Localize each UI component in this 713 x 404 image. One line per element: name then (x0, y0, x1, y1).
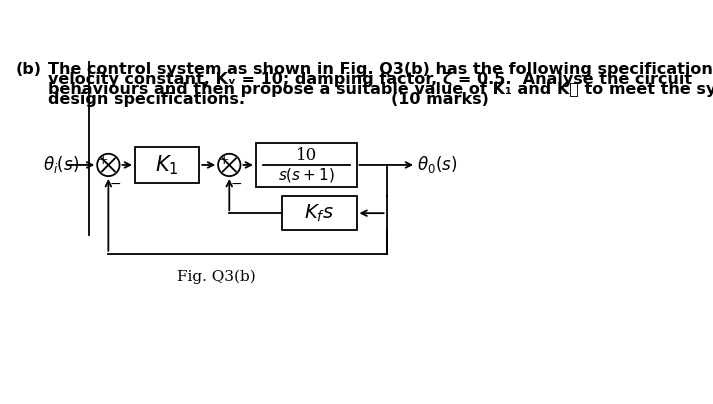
Bar (135, 147, 199, 183)
Text: −: − (110, 177, 121, 191)
Text: behaviours and then propose a suitable value of K₁ and K⁦ to meet the system: behaviours and then propose a suitable v… (48, 82, 713, 97)
Text: $K_1$: $K_1$ (155, 153, 179, 177)
Text: −: − (231, 177, 242, 191)
Text: (10 marks): (10 marks) (391, 92, 489, 107)
Bar (282, 196, 356, 230)
Text: $s(s + 1)$: $s(s + 1)$ (278, 166, 334, 184)
Text: velocity constant, Kᵥ = 10; damping factor, ζ = 0.5.  Analyse the circuit: velocity constant, Kᵥ = 10; damping fact… (48, 72, 692, 87)
Text: $\theta_i(s)$: $\theta_i(s)$ (43, 154, 79, 175)
Text: 10: 10 (296, 147, 317, 164)
Text: +: + (98, 154, 108, 168)
Bar (256, 143, 356, 187)
Text: Fig. Q3(b): Fig. Q3(b) (178, 269, 256, 284)
Text: +: + (219, 154, 230, 168)
Text: (b): (b) (16, 62, 41, 77)
Text: $\theta_0(s)$: $\theta_0(s)$ (417, 154, 458, 175)
Text: $K_f s$: $K_f s$ (304, 202, 334, 224)
Text: The control system as shown in Fig. Q3(b) has the following specifications:: The control system as shown in Fig. Q3(b… (48, 62, 713, 77)
Text: design specifications.: design specifications. (48, 92, 245, 107)
